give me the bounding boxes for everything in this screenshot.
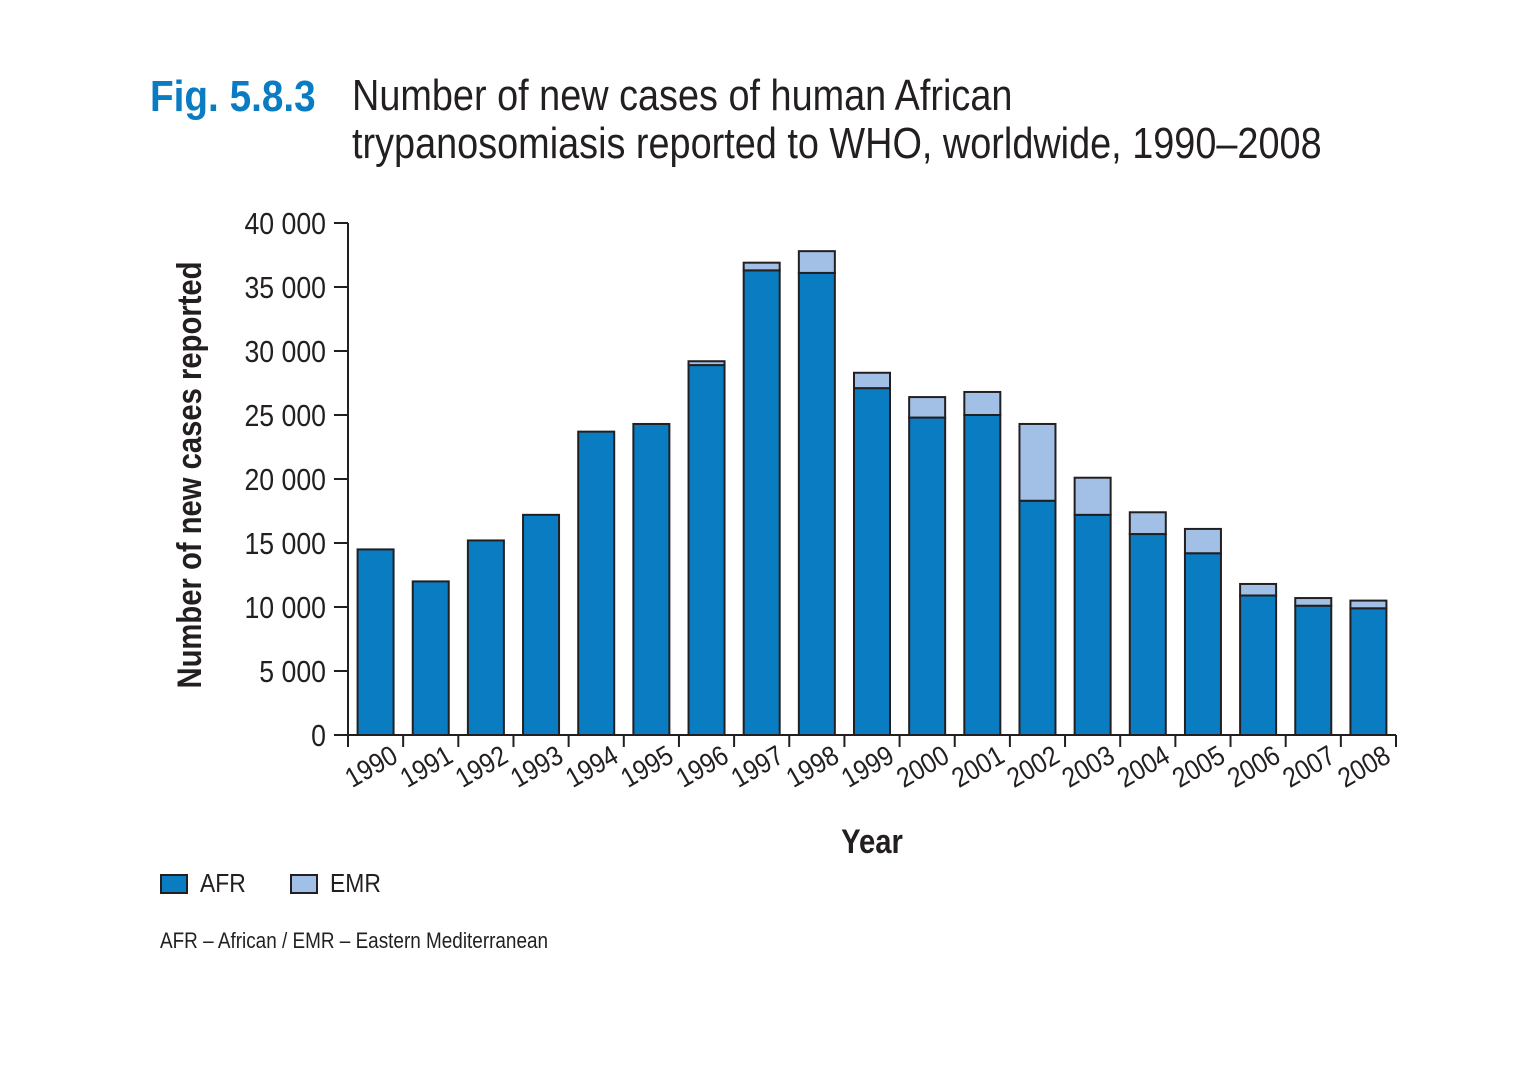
bar-afr-1994 bbox=[577, 430, 616, 736]
bar-emr-2004 bbox=[1128, 511, 1167, 536]
bar-emr-2008 bbox=[1349, 599, 1388, 610]
x-tick-label: 2000 bbox=[891, 739, 954, 794]
x-tick-label: 2005 bbox=[1167, 739, 1230, 794]
bar-afr-2007 bbox=[1294, 604, 1333, 736]
bar-afr-1993 bbox=[522, 513, 561, 737]
bar-afr-2006 bbox=[1239, 594, 1278, 736]
y-tick-label: 20 000 bbox=[244, 463, 326, 497]
legend-item-emr: EMR bbox=[290, 868, 388, 899]
bar-afr-2008 bbox=[1349, 607, 1388, 737]
y-tick-label: 25 000 bbox=[244, 399, 326, 433]
bar-afr-2005 bbox=[1183, 552, 1222, 736]
x-tick-label: 1991 bbox=[395, 739, 458, 794]
bar-emr-2000 bbox=[908, 396, 947, 419]
legend-item-afr: AFR bbox=[160, 868, 252, 899]
bar-afr-1995 bbox=[632, 422, 671, 736]
x-tick-label: 2004 bbox=[1112, 739, 1175, 794]
x-tick-label: 2001 bbox=[946, 739, 1009, 794]
bar-afr-2004 bbox=[1128, 533, 1167, 736]
bar-afr-2003 bbox=[1073, 513, 1112, 737]
x-tick-label: 2006 bbox=[1222, 739, 1285, 794]
x-tick-label: 2007 bbox=[1277, 739, 1340, 794]
x-tick-label: 1998 bbox=[781, 739, 844, 794]
y-tick-label: 30 000 bbox=[244, 335, 326, 369]
y-tick-label: 40 000 bbox=[244, 207, 326, 241]
bar-emr-1998 bbox=[797, 250, 836, 274]
x-tick-label: 1997 bbox=[725, 739, 788, 794]
legend-label-afr: AFR bbox=[200, 868, 246, 898]
bar-emr-2002 bbox=[1018, 422, 1057, 502]
y-axis-title: Number of new cases reported bbox=[170, 261, 209, 688]
bar-afr-1998 bbox=[797, 271, 836, 736]
x-axis: 1990199119921993199419951996199719981999… bbox=[339, 734, 1397, 794]
legend-label-emr: EMR bbox=[330, 868, 381, 898]
legend: AFR EMR bbox=[160, 868, 426, 899]
bar-emr-2001 bbox=[963, 390, 1002, 416]
bar-afr-1997 bbox=[742, 269, 781, 736]
figure-title: Number of new cases of human African try… bbox=[352, 72, 1322, 168]
y-tick-label: 5 000 bbox=[259, 655, 326, 689]
bar-emr-1999 bbox=[853, 371, 891, 390]
bar-afr-1990 bbox=[356, 548, 395, 737]
x-tick-label: 1996 bbox=[670, 739, 733, 794]
bar-afr-1996 bbox=[687, 364, 726, 736]
y-tick-label: 35 000 bbox=[244, 271, 326, 305]
y-axis: 0 5 000 10 000 15 000 20 000 25 000 30 000 35 0… bbox=[244, 207, 349, 754]
bar-emr-2006 bbox=[1239, 582, 1278, 597]
bar-afr-1999 bbox=[853, 387, 891, 736]
y-tick-label: 15 000 bbox=[244, 527, 326, 561]
x-axis-title: Year bbox=[841, 822, 903, 861]
x-tick-label: 1992 bbox=[450, 739, 513, 794]
y-tick-label: 10 000 bbox=[244, 591, 326, 625]
bar-afr-2001 bbox=[963, 414, 1002, 736]
x-tick-label: 2003 bbox=[1056, 739, 1119, 794]
x-tick-label: 2002 bbox=[1001, 739, 1064, 794]
bar-afr-1991 bbox=[411, 580, 450, 737]
bar-afr-2000 bbox=[908, 416, 947, 736]
bar-emr-1996 bbox=[687, 360, 726, 367]
figure-label: Fig. 5.8.3 bbox=[150, 72, 316, 121]
figure-title-line1: Number of new cases of human African bbox=[352, 71, 1013, 120]
footnote: AFR – African / EMR – Eastern Mediterran… bbox=[160, 928, 549, 953]
legend-swatch-afr bbox=[160, 873, 188, 894]
x-tick-label: 1990 bbox=[339, 739, 402, 794]
bar-afr-2002 bbox=[1018, 499, 1057, 737]
bar-emr-2007 bbox=[1294, 597, 1333, 607]
y-axis-title-group: Number of new cases reported bbox=[170, 261, 209, 688]
bar-emr-2003 bbox=[1073, 476, 1112, 516]
figure-title-line2: trypanosomiasis reported to WHO, worldwi… bbox=[352, 119, 1322, 168]
x-tick-label: 2008 bbox=[1332, 739, 1395, 794]
bar-emr-2005 bbox=[1183, 527, 1222, 555]
bar-afr-1992 bbox=[466, 539, 505, 736]
x-tick-label: 1999 bbox=[836, 739, 899, 794]
x-tick-label: 1993 bbox=[505, 739, 568, 794]
y-tick-label: 0 bbox=[311, 719, 326, 753]
x-tick-label: 1995 bbox=[615, 739, 678, 794]
legend-swatch-emr bbox=[290, 873, 318, 894]
bar-emr-1997 bbox=[742, 261, 781, 272]
x-tick-label: 1994 bbox=[560, 739, 623, 794]
bars bbox=[356, 250, 1388, 737]
